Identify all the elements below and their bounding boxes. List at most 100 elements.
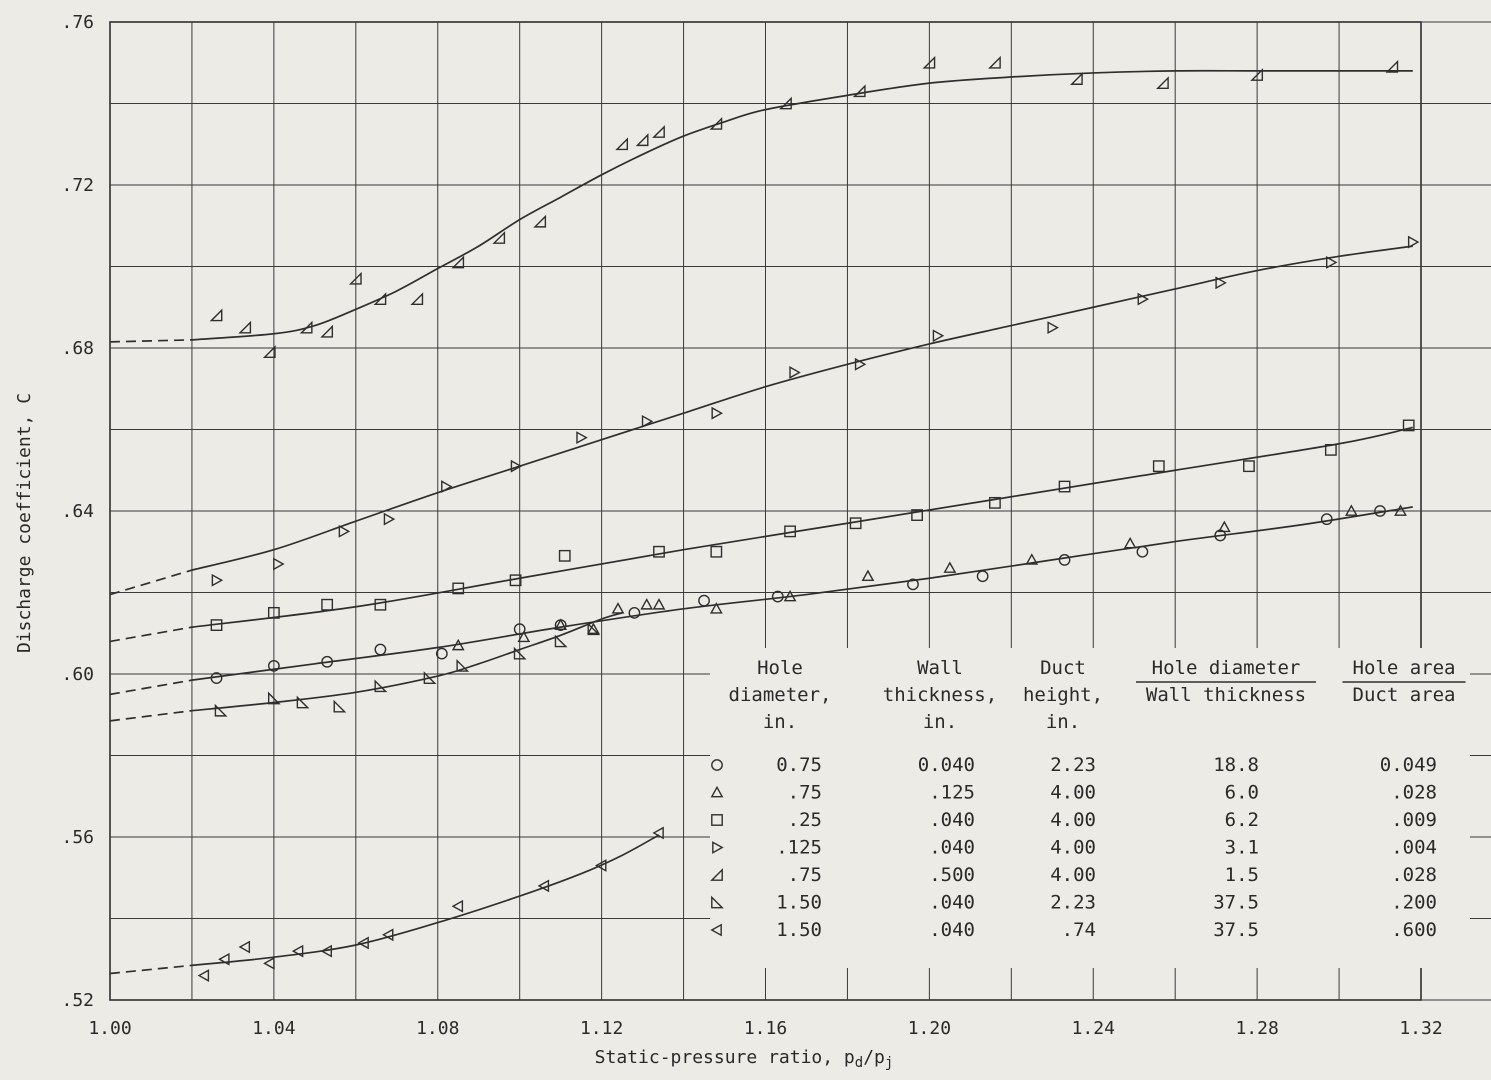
point-triangle-flag — [451, 255, 465, 269]
legend-value: .25 — [788, 809, 822, 831]
x-axis-title: Static-pressure ratio, pd/pj — [595, 1047, 894, 1071]
point-triangle-flag — [710, 868, 723, 881]
point-triangle-left — [238, 940, 251, 954]
point-triangle-flag — [262, 345, 276, 358]
point-triangle-left — [537, 879, 550, 893]
point-triangle-flag — [635, 133, 649, 147]
point-triangle-flag — [238, 320, 252, 334]
x-tick-label: 1.08 — [416, 1018, 459, 1039]
fit-curve-triangle-right-bottom — [191, 612, 623, 712]
x-tick-label: 1.32 — [1399, 1018, 1442, 1039]
point-circle — [771, 590, 784, 603]
legend-value: .004 — [1391, 837, 1437, 859]
y-tick-label: .76 — [61, 12, 94, 33]
legend-value: 6.0 — [1225, 782, 1259, 804]
point-triangle-left — [710, 923, 722, 937]
point-square — [1152, 460, 1165, 473]
legend-header: in. — [763, 711, 797, 733]
legend-value: .028 — [1391, 864, 1437, 886]
point-square — [374, 598, 387, 611]
point-square — [267, 606, 280, 619]
point-triangle-left — [381, 928, 394, 942]
point-circle — [711, 759, 723, 771]
point-triangle-right — [338, 524, 351, 538]
y-tick-label: .64 — [61, 501, 94, 522]
legend-header: Hole — [757, 657, 803, 679]
point-triangle-flag — [852, 84, 866, 98]
point-triangle-flag — [922, 55, 936, 69]
point-circle — [374, 643, 387, 656]
point-triangle-right-bottom — [214, 703, 228, 717]
point-triangle-right — [1407, 235, 1420, 249]
point-triangle-up — [587, 622, 600, 635]
point-triangle-flag — [615, 137, 629, 151]
point-triangle-right-bottom — [554, 634, 568, 648]
point-triangle-right-bottom — [587, 622, 601, 636]
tick-labels: 1.00 1.04 1.08 1.12 1.16 1.20 1.24 1.28 1.32 .52.… — [61, 12, 1442, 1039]
y-tick-label: .56 — [61, 827, 94, 848]
legend-header: Hole diameter — [1152, 657, 1301, 679]
point-triangle-right-bottom — [456, 658, 470, 672]
point-square — [1324, 443, 1337, 456]
point-triangle-right — [1137, 292, 1150, 306]
extrapolation-triangle-left — [109, 964, 193, 975]
legend-value: .125 — [929, 782, 975, 804]
fit-curve-triangle-right — [191, 245, 1413, 571]
y-tick-label: .72 — [61, 175, 94, 196]
extrapolation-triangle-right — [109, 569, 193, 596]
point-triangle-up — [1344, 504, 1358, 516]
point-triangle-right-bottom — [711, 895, 724, 909]
point-triangle-flag — [373, 292, 387, 305]
point-square — [653, 545, 665, 558]
x-tick-label: 1.16 — [744, 1018, 787, 1039]
x-tick-label: 1.04 — [252, 1018, 295, 1039]
legend: Hole diameter, in. Wall thickness, in. Duct hei… — [710, 648, 1470, 968]
y-tick-label: .52 — [61, 990, 94, 1011]
legend-value: 1.5 — [1225, 864, 1259, 886]
point-triangle-flag — [709, 116, 723, 130]
point-square — [321, 598, 334, 611]
x-tick-label: 1.28 — [1235, 1018, 1278, 1039]
point-circle — [435, 647, 448, 660]
point-triangle-right — [854, 357, 867, 371]
legend-header: Hole area — [1353, 657, 1456, 679]
point-circle — [210, 672, 223, 684]
point-circle — [321, 655, 334, 668]
point-triangle-flag — [652, 125, 665, 138]
point-square — [784, 525, 796, 538]
point-triangle-flag — [410, 292, 424, 305]
point-triangle-right — [932, 329, 945, 343]
point-triangle-right — [273, 557, 285, 571]
point-triangle-up — [517, 630, 531, 643]
point-triangle-up — [710, 785, 724, 798]
point-triangle-right — [576, 431, 588, 445]
point-triangle-left — [291, 944, 304, 958]
point-circle — [1374, 505, 1386, 517]
legend-header: in. — [1046, 711, 1080, 733]
point-circle — [628, 606, 641, 619]
point-triangle-up — [640, 598, 654, 610]
point-triangle-up — [709, 602, 723, 614]
point-triangle-right-bottom — [374, 679, 388, 693]
point-square — [1402, 419, 1415, 432]
point-triangle-left — [263, 956, 275, 970]
point-triangle-flag — [988, 55, 1001, 69]
point-triangle-right — [211, 573, 224, 587]
point-circle — [698, 594, 710, 607]
point-square — [710, 545, 723, 558]
point-triangle-right — [789, 366, 801, 379]
point-triangle-right — [641, 414, 654, 428]
legend-header: Duct area — [1353, 684, 1456, 706]
point-triangle-flag — [492, 231, 506, 244]
legend-value: 37.5 — [1213, 892, 1259, 914]
legend-header: thickness, — [883, 684, 997, 706]
legend-value: .040 — [929, 837, 975, 859]
legend-value: .74 — [1062, 919, 1096, 941]
point-triangle-right-bottom — [423, 671, 437, 684]
legend-header: Wall thickness — [1146, 684, 1306, 706]
point-triangle-up — [652, 598, 666, 610]
legend-value: 4.00 — [1050, 809, 1096, 831]
point-triangle-flag — [1250, 68, 1264, 81]
point-triangle-right — [1215, 276, 1227, 290]
point-circle — [513, 623, 526, 636]
